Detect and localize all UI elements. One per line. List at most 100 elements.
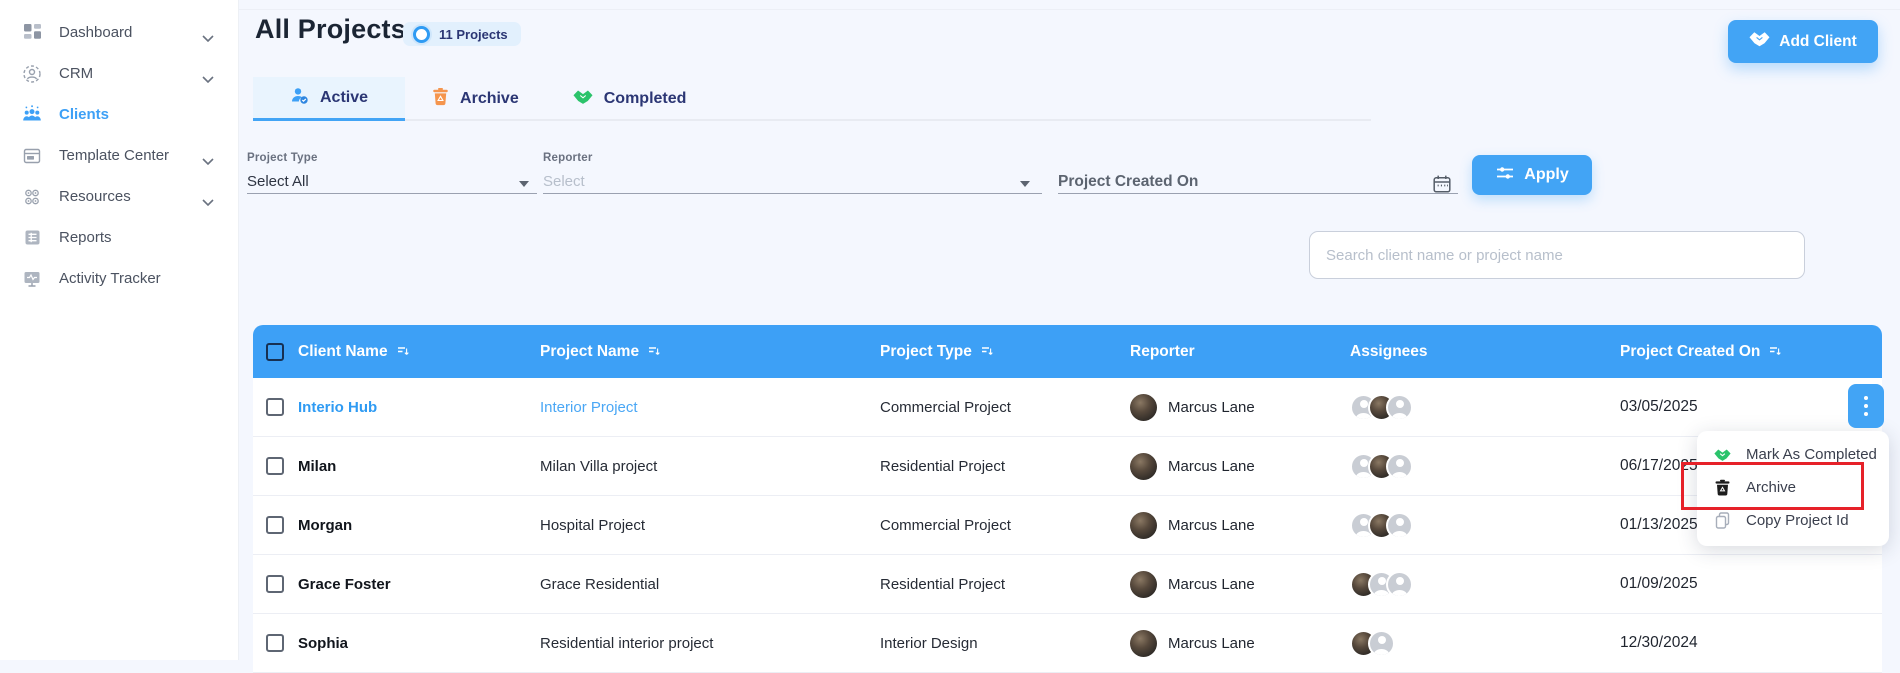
tab-bar: Active Archive Completed xyxy=(253,77,713,121)
menu-item-copy-project-id[interactable]: Copy Project Id xyxy=(1697,504,1889,537)
project-count-badge: 11 Projects xyxy=(403,22,521,46)
assignees-cell[interactable] xyxy=(1350,496,1413,554)
table-row: Sophia Residential interior project Inte… xyxy=(253,614,1882,673)
calendar-icon[interactable] xyxy=(1432,174,1452,199)
chevron-down-icon[interactable] xyxy=(519,181,529,187)
project-type-cell: Commercial Project xyxy=(880,398,1011,416)
sort-icon[interactable] xyxy=(1769,343,1782,361)
search-input[interactable] xyxy=(1309,231,1805,279)
reporter-cell: Marcus Lane xyxy=(1130,614,1255,672)
chevron-down-icon[interactable] xyxy=(1020,181,1030,187)
column-header-assignees: Assignees xyxy=(1350,342,1428,360)
menu-item-archive[interactable]: Archive xyxy=(1697,471,1889,504)
project-type-cell: Residential Project xyxy=(880,457,1006,475)
assignee-avatar-placeholder xyxy=(1386,511,1413,539)
trash-icon xyxy=(1714,479,1731,496)
row-checkbox[interactable] xyxy=(266,555,284,613)
project-type-cell: Residential Project xyxy=(880,575,1006,593)
dashboard-grid-icon xyxy=(21,23,43,42)
project-name-cell[interactable]: Residential interior project xyxy=(540,634,714,652)
reporter-name: Marcus Lane xyxy=(1168,634,1255,652)
column-header-project-name[interactable]: Project Name xyxy=(540,325,660,378)
handshake-icon xyxy=(1749,31,1770,52)
active-user-check-icon xyxy=(290,86,309,110)
sort-icon[interactable] xyxy=(648,343,660,361)
menu-item-mark-as-completed[interactable]: Mark As Completed xyxy=(1697,438,1889,471)
completed-handshake-icon xyxy=(573,89,593,110)
created-on-cell: 06/17/2025 xyxy=(1620,457,1698,474)
client-name-cell[interactable]: Morgan xyxy=(298,516,353,534)
sidebar-item-reports[interactable]: Reports xyxy=(0,217,238,258)
project-name-cell[interactable]: Grace Residential xyxy=(540,575,660,593)
column-header-created-on[interactable]: Project Created On xyxy=(1620,325,1782,378)
reporter-underline xyxy=(543,193,1042,194)
row-checkbox[interactable] xyxy=(266,496,284,554)
column-header-client-name[interactable]: Client Name xyxy=(298,325,409,378)
client-name-cell[interactable]: Grace Foster xyxy=(298,575,391,593)
project-type-select[interactable]: Select All xyxy=(247,173,309,190)
menu-item-label: Copy Project Id xyxy=(1746,512,1849,529)
client-name-cell[interactable]: Milan xyxy=(298,457,337,475)
sidebar-item-label: Dashboard xyxy=(59,24,133,41)
assignee-avatar-placeholder xyxy=(1368,629,1395,657)
reporter-avatar xyxy=(1130,570,1157,598)
reporter-name: Marcus Lane xyxy=(1168,457,1255,475)
row-checkbox[interactable] xyxy=(266,378,284,436)
projects-table: Client Name Project Name Project Type Re… xyxy=(253,325,1882,673)
reporter-cell: Marcus Lane xyxy=(1130,555,1255,613)
client-name-cell[interactable]: Interio Hub xyxy=(298,398,378,416)
project-name-cell[interactable]: Milan Villa project xyxy=(540,457,658,475)
apply-filters-button[interactable]: Apply xyxy=(1472,155,1592,195)
tab-completed[interactable]: Completed xyxy=(546,77,714,121)
table-header: Client Name Project Name Project Type Re… xyxy=(253,325,1882,378)
reporter-name: Marcus Lane xyxy=(1168,516,1255,534)
reporter-cell: Marcus Lane xyxy=(1130,378,1255,436)
clients-people-icon xyxy=(21,104,43,125)
sort-icon[interactable] xyxy=(981,343,993,361)
menu-item-label: Mark As Completed xyxy=(1746,446,1877,463)
client-name-cell[interactable]: Sophia xyxy=(298,634,349,652)
chevron-down-icon[interactable] xyxy=(202,70,214,87)
menu-item-label: Archive xyxy=(1746,479,1797,496)
add-client-button[interactable]: Add Client xyxy=(1728,20,1878,63)
chevron-down-icon[interactable] xyxy=(202,29,214,46)
add-client-label: Add Client xyxy=(1779,32,1857,50)
assignees-cell[interactable] xyxy=(1350,378,1413,436)
sidebar-item-clients[interactable]: Clients xyxy=(0,94,238,135)
chevron-down-icon[interactable] xyxy=(202,152,214,169)
row-checkbox[interactable] xyxy=(266,614,284,672)
project-type-cell: Interior Design xyxy=(880,634,978,652)
created-on-date-field[interactable]: Project Created On xyxy=(1058,173,1199,190)
sidebar-item-activity-tracker[interactable]: Activity Tracker xyxy=(0,258,238,299)
copy-icon xyxy=(1714,512,1731,529)
sidebar-item-label: Resources xyxy=(59,188,131,205)
assignee-avatar-placeholder xyxy=(1386,452,1413,480)
row-checkbox[interactable] xyxy=(266,437,284,495)
select-all-checkbox[interactable] xyxy=(266,325,284,378)
project-count-label: 11 Projects xyxy=(439,26,508,42)
tab-label: Archive xyxy=(460,90,519,107)
table-row: Grace Foster Grace Residential Residenti… xyxy=(253,555,1882,614)
created-on-underline xyxy=(1058,193,1458,194)
assignees-cell[interactable] xyxy=(1350,555,1413,613)
project-name-cell[interactable]: Interior Project xyxy=(540,398,638,416)
column-header-project-type[interactable]: Project Type xyxy=(880,325,993,378)
table-row: Morgan Hospital Project Commercial Proje… xyxy=(253,496,1882,555)
assignees-cell[interactable] xyxy=(1350,614,1395,672)
tab-archive[interactable]: Archive xyxy=(405,77,546,121)
reporter-select[interactable]: Select xyxy=(543,173,585,190)
assignees-cell[interactable] xyxy=(1350,437,1413,495)
resources-icon xyxy=(21,187,43,207)
project-name-cell[interactable]: Hospital Project xyxy=(540,516,646,534)
project-type-underline xyxy=(247,193,537,194)
sidebar-item-crm[interactable]: CRM xyxy=(0,53,238,94)
row-actions-kebab-button[interactable] xyxy=(1848,384,1884,428)
sidebar-item-template-center[interactable]: Template Center xyxy=(0,135,238,176)
tab-active[interactable]: Active xyxy=(253,77,406,121)
created-on-cell: 01/09/2025 xyxy=(1620,575,1698,592)
sidebar-item-resources[interactable]: Resources xyxy=(0,176,238,217)
chevron-down-icon[interactable] xyxy=(202,193,214,210)
sort-icon[interactable] xyxy=(397,343,409,361)
sidebar-item-dashboard[interactable]: Dashboard xyxy=(0,12,238,53)
column-header-reporter: Reporter xyxy=(1130,342,1195,360)
